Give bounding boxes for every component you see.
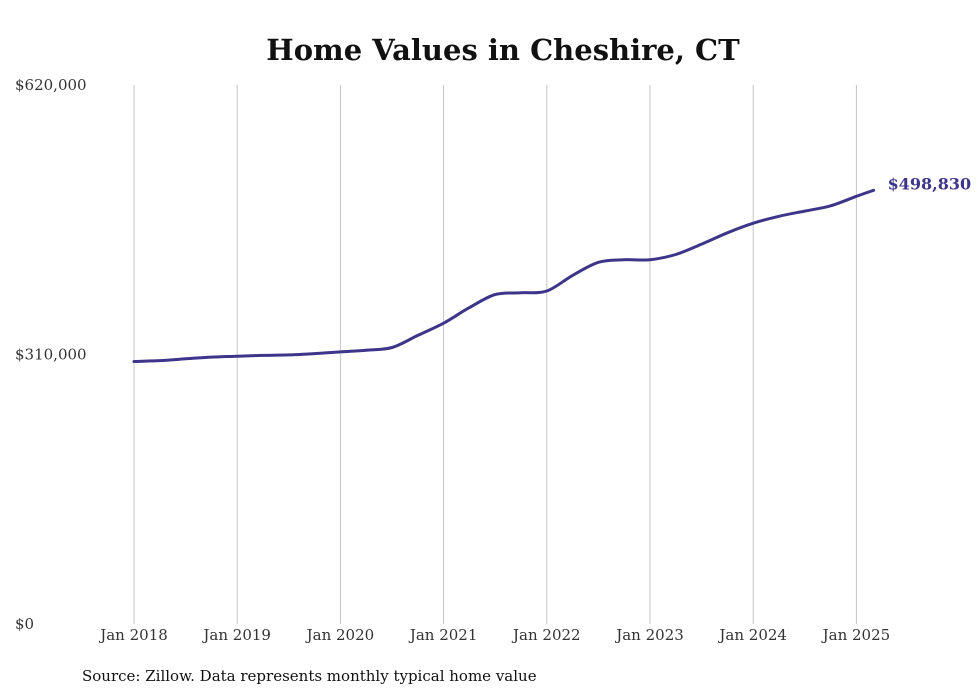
x-tick-label: Jan 2019 [201, 626, 271, 644]
chart-title: Home Values in Cheshire, CT [266, 33, 740, 67]
y-tick-label: $620,000 [15, 76, 87, 94]
grid-lines [133, 85, 857, 624]
x-tick-label: Jan 2025 [821, 626, 891, 644]
x-tick-label: Jan 2022 [511, 626, 581, 644]
y-tick-label: $0 [15, 615, 34, 633]
x-tick-label: Jan 2024 [717, 626, 787, 644]
x-tick-label: Jan 2023 [614, 626, 684, 644]
x-tick-label: Jan 2020 [305, 626, 375, 644]
line-chart: Home Values in Cheshire, CT $0 $310,000 $6… [15, 33, 972, 644]
source-note: Source: Zillow. Data represents monthly … [82, 667, 537, 685]
y-axis: $0 $310,000 $620,000 [15, 76, 87, 633]
x-axis: Jan 2018 Jan 2019 Jan 2020 Jan 2021 Jan 2022… [98, 626, 890, 644]
x-tick-label: Jan 2018 [98, 626, 168, 644]
x-tick-label: Jan 2021 [408, 626, 478, 644]
y-tick-label: $310,000 [15, 346, 87, 364]
series-line [132, 188, 876, 363]
end-value-label: $498,830 [888, 174, 972, 193]
